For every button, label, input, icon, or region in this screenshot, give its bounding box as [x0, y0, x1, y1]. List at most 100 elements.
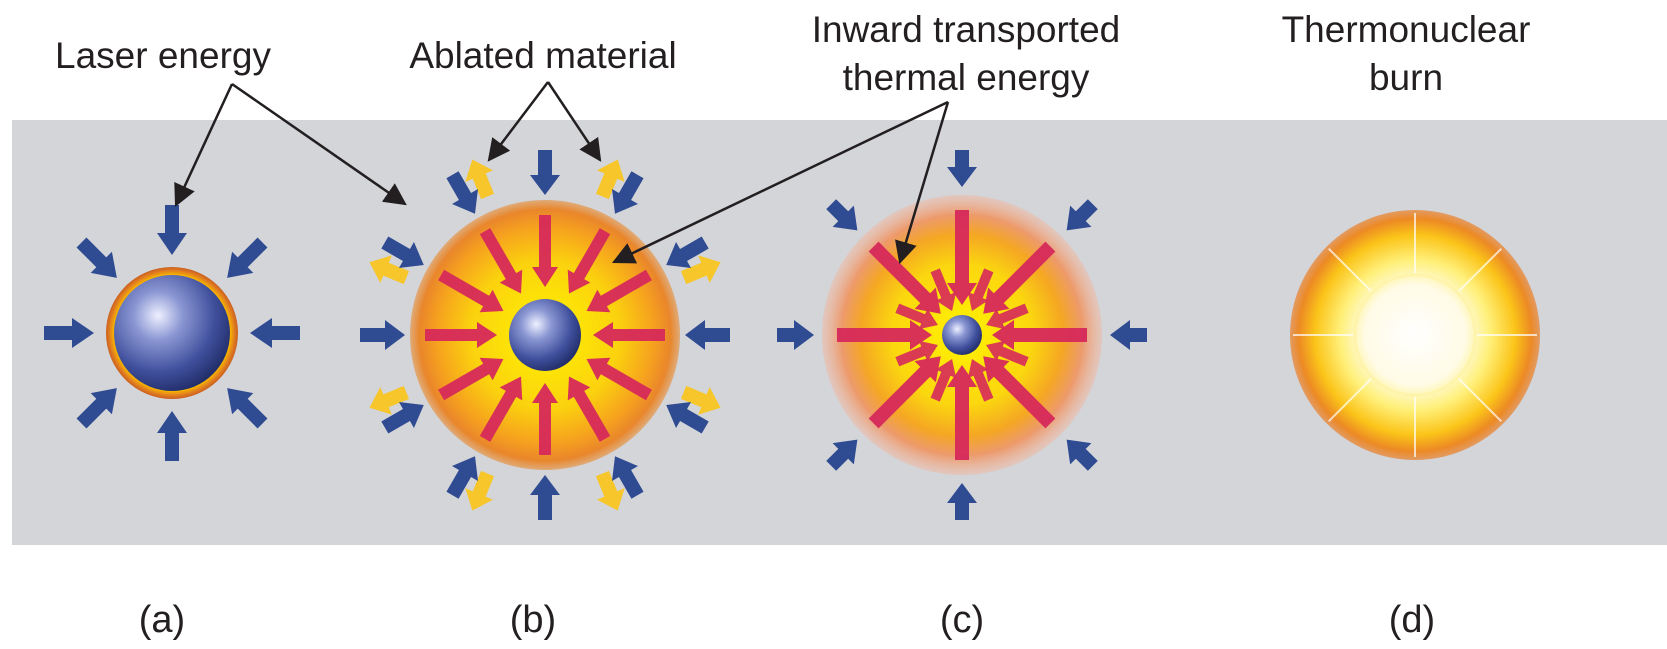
laser-arrow [826, 439, 858, 471]
thermal-arrow [895, 340, 938, 367]
caption-d: (d) [1389, 599, 1435, 641]
panel-d [1290, 210, 1540, 460]
leader-lines [174, 81, 950, 265]
laser-arrow [76, 237, 117, 278]
leader-ablated-left [487, 81, 549, 162]
thermal-arrow [586, 269, 652, 313]
laser-arrow [666, 402, 709, 434]
caption-b: (b) [510, 599, 556, 641]
thermal-arrow [532, 383, 558, 455]
thermal-arrow [425, 322, 497, 348]
burn-ray [1458, 247, 1503, 292]
laser-arrow [685, 320, 730, 350]
thermal-arrow [930, 359, 957, 402]
laser-arrow [1066, 439, 1098, 471]
laser-arrow [44, 318, 94, 348]
thermal-arrows-b [425, 215, 665, 455]
laser-arrow [157, 205, 187, 255]
laser-arrow [250, 318, 300, 348]
ablation-arrows-b [369, 159, 721, 511]
laser-arrows-c [777, 150, 1147, 520]
laser-arrow [947, 150, 977, 187]
thermal-arrow [532, 215, 558, 287]
thermal-arrow [986, 340, 1029, 367]
thermal-arrow [947, 365, 977, 460]
caption-a: (a) [139, 599, 185, 641]
laser-arrow [777, 320, 814, 350]
inward-label-line1: Inward transported [812, 9, 1121, 50]
thermal-arrow [593, 322, 665, 348]
laser-arrow [76, 388, 117, 429]
burn-inner-ring [1353, 273, 1477, 397]
ablation-arrow [595, 470, 625, 511]
laser-energy-label: Laser energy [55, 35, 271, 76]
burn-ray [1327, 247, 1372, 292]
thermal-arrow [479, 376, 523, 442]
thermal-arrow [986, 303, 1029, 330]
laser-arrow [612, 171, 644, 214]
ablation-arrow [465, 470, 495, 511]
laser-arrow [666, 236, 709, 268]
thermal-arrow [438, 269, 504, 313]
thermal-arrow [438, 357, 504, 401]
thermal-arrow [868, 241, 941, 314]
laser-arrow [360, 320, 405, 350]
inward-label-line2: thermal energy [843, 57, 1090, 98]
leader-thermal-b [611, 100, 949, 264]
laser-arrows-a [44, 205, 300, 461]
caption-c: (c) [940, 599, 984, 641]
thermal-arrow [983, 241, 1056, 314]
capsule-c [942, 315, 982, 355]
burn-ray [1458, 378, 1503, 423]
thermal-arrow [567, 376, 611, 442]
thermal-arrow [992, 320, 1087, 350]
laser-arrow [227, 237, 268, 278]
laser-arrow [530, 475, 560, 520]
thermonuclear-label-line1: Thermonuclear [1282, 9, 1531, 50]
capsule-a [114, 275, 230, 391]
ablation-arrow [680, 385, 721, 415]
thermal-arrow [479, 228, 523, 294]
thermal-arrow [967, 359, 994, 402]
laser-arrow [826, 199, 858, 231]
ablated-material-label: Ablated material [409, 35, 676, 76]
thermal-arrows-c [837, 210, 1087, 460]
panel-b [360, 150, 730, 520]
thermal-arrow [837, 320, 932, 350]
thermal-arrow [930, 268, 957, 311]
leader-laser-b [231, 82, 407, 206]
panel-c [777, 150, 1147, 520]
ablation-arrow [680, 255, 721, 285]
laser-arrow [612, 456, 644, 499]
ablation-arrow [595, 159, 625, 200]
laser-arrow [1066, 199, 1098, 231]
laser-arrow [446, 456, 478, 499]
leader-ablated-right [546, 81, 602, 162]
laser-arrow [1110, 320, 1147, 350]
burn-rays [1293, 213, 1537, 457]
thermal-arrow [895, 303, 938, 330]
laser-arrow [947, 483, 977, 520]
laser-arrow [381, 402, 424, 434]
thermonuclear-label-line2: burn [1369, 57, 1443, 98]
capsule-b [509, 299, 581, 371]
thermal-arrow [983, 356, 1056, 429]
ablation-arrow [369, 255, 410, 285]
thermal-arrow [586, 357, 652, 401]
thermal-arrow [967, 268, 994, 311]
laser-arrow [446, 171, 478, 214]
burn-ray [1327, 378, 1372, 423]
thermal-arrow [868, 356, 941, 429]
ablation-arrow [369, 385, 410, 415]
laser-arrows-b [360, 150, 730, 520]
thermal-arrow [947, 210, 977, 305]
laser-arrow [227, 388, 268, 429]
thermal-arrow [567, 228, 611, 294]
laser-arrow [381, 236, 424, 268]
laser-arrow [530, 150, 560, 195]
leader-laser-a [174, 83, 234, 208]
ablation-arrow [465, 159, 495, 200]
laser-arrow [157, 411, 187, 461]
leader-thermal-c [895, 101, 950, 265]
